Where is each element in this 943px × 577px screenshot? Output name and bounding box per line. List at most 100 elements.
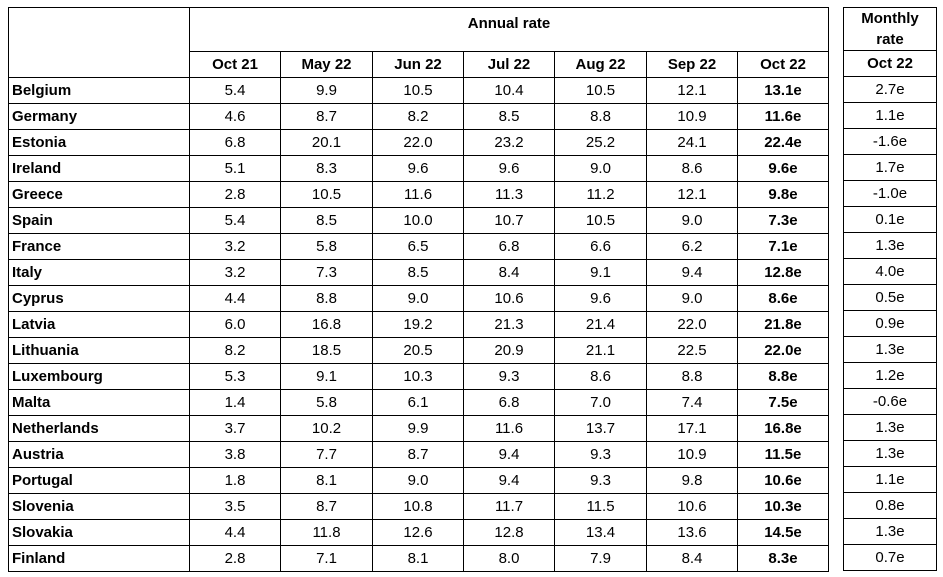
table-row: Slovakia 4.4 11.8 12.6 12.8 13.4 13.6 14.5e bbox=[8, 519, 829, 546]
annual-rate-cell: 12.8 bbox=[463, 519, 555, 546]
annual-rate-cell: 7.0 bbox=[554, 389, 647, 416]
table-row: Slovenia 3.5 8.7 10.8 11.7 11.5 10.6 10.3e bbox=[8, 493, 829, 520]
annual-rate-cell: 9.1 bbox=[280, 363, 373, 390]
annual-rate-cell: 22.5 bbox=[646, 337, 738, 364]
annual-rate-cell: 11.8 bbox=[280, 519, 373, 546]
annual-rate-cell: 10.3e bbox=[737, 493, 829, 520]
annual-rate-cell: 20.1 bbox=[280, 129, 373, 156]
country-name: Austria bbox=[8, 441, 190, 468]
monthly-rate-cell: 1.3e bbox=[843, 336, 937, 363]
monthly-month-header: Oct 22 bbox=[843, 50, 937, 77]
annual-rate-cell: 17.1 bbox=[646, 415, 738, 442]
annual-rate-cell: 20.9 bbox=[463, 337, 555, 364]
annual-rate-body: Belgium 5.4 9.9 10.5 10.4 10.5 12.1 13.1e German… bbox=[8, 77, 829, 572]
table-row: 1.1e bbox=[843, 466, 937, 493]
annual-rate-cell: 7.5e bbox=[737, 389, 829, 416]
annual-rate-cell: 5.1 bbox=[189, 155, 281, 182]
annual-rate-cell: 8.8 bbox=[554, 103, 647, 130]
monthly-rate-cell: 0.9e bbox=[843, 310, 937, 337]
annual-rate-cell: 6.8 bbox=[189, 129, 281, 156]
monthly-rate-cell: 4.0e bbox=[843, 258, 937, 285]
month-header: Jun 22 bbox=[372, 51, 464, 78]
annual-rate-cell: 21.4 bbox=[554, 311, 647, 338]
table-row: 1.2e bbox=[843, 362, 937, 389]
monthly-rate-cell: -1.6e bbox=[843, 128, 937, 155]
monthly-rate-header-line2: rate bbox=[876, 31, 904, 48]
annual-rate-cell: 7.1 bbox=[280, 545, 373, 572]
annual-rate-cell: 12.6 bbox=[372, 519, 464, 546]
country-name: Luxembourg bbox=[8, 363, 190, 390]
annual-rate-cell: 22.4e bbox=[737, 129, 829, 156]
annual-rate-cell: 5.8 bbox=[280, 389, 373, 416]
table-row: Latvia 6.0 16.8 19.2 21.3 21.4 22.0 21.8e bbox=[8, 311, 829, 338]
country-name: Cyprus bbox=[8, 285, 190, 312]
monthly-rate-cell: 1.2e bbox=[843, 362, 937, 389]
annual-rate-cell: 8.6 bbox=[646, 155, 738, 182]
monthly-rate-cell: 0.1e bbox=[843, 206, 937, 233]
annual-rate-cell: 7.7 bbox=[280, 441, 373, 468]
annual-rate-cell: 7.4 bbox=[646, 389, 738, 416]
country-name: Spain bbox=[8, 207, 190, 234]
annual-rate-cell: 12.8e bbox=[737, 259, 829, 286]
country-name: Finland bbox=[8, 545, 190, 572]
annual-rate-cell: 10.3 bbox=[372, 363, 464, 390]
table-row: Portugal 1.8 8.1 9.0 9.4 9.3 9.8 10.6e bbox=[8, 467, 829, 494]
monthly-rate-cell: 1.3e bbox=[843, 414, 937, 441]
table-row: Greece 2.8 10.5 11.6 11.3 11.2 12.1 9.8e bbox=[8, 181, 829, 208]
annual-rate-cell: 10.4 bbox=[463, 77, 555, 104]
table-row: 0.5e bbox=[843, 284, 937, 311]
annual-rate-cell: 9.6 bbox=[554, 285, 647, 312]
month-header-row: Oct 21 May 22 Jun 22 Jul 22 Aug 22 Sep 22 Oct … bbox=[9, 51, 829, 78]
monthly-rate-table: Monthly rate Oct 22 2.7e 1.1e -1.6e 1.7e -1.… bbox=[843, 7, 937, 571]
country-name: Latvia bbox=[8, 311, 190, 338]
annual-rate-cell: 22.0 bbox=[646, 311, 738, 338]
annual-rate-cell: 8.3e bbox=[737, 545, 829, 572]
annual-rate-cell: 9.4 bbox=[646, 259, 738, 286]
table-row: 4.0e bbox=[843, 258, 937, 285]
monthly-rate-cell: 1.1e bbox=[843, 102, 937, 129]
month-header: Oct 21 bbox=[189, 51, 281, 78]
table-row: Lithuania 8.2 18.5 20.5 20.9 21.1 22.5 22.0e bbox=[8, 337, 829, 364]
country-name: Germany bbox=[8, 103, 190, 130]
annual-rate-cell: 9.0 bbox=[646, 285, 738, 312]
annual-rate-cell: 3.2 bbox=[189, 233, 281, 260]
month-header: Jul 22 bbox=[463, 51, 555, 78]
annual-rate-cell: 4.4 bbox=[189, 285, 281, 312]
annual-rate-cell: 9.8 bbox=[646, 467, 738, 494]
table-row: 2.7e bbox=[843, 76, 937, 103]
annual-rate-cell: 3.2 bbox=[189, 259, 281, 286]
annual-rate-cell: 8.5 bbox=[372, 259, 464, 286]
annual-rate-cell: 9.1 bbox=[554, 259, 647, 286]
monthly-rate-header: Monthly rate bbox=[843, 7, 937, 51]
annual-rate-cell: 8.4 bbox=[646, 545, 738, 572]
annual-rate-cell: 8.7 bbox=[280, 103, 373, 130]
monthly-rate-cell: 1.1e bbox=[843, 466, 937, 493]
annual-rate-cell: 11.3 bbox=[463, 181, 555, 208]
table-row: 1.3e bbox=[843, 440, 937, 467]
annual-rate-cell: 9.0 bbox=[372, 285, 464, 312]
annual-rate-cell: 10.5 bbox=[280, 181, 373, 208]
annual-rate-cell: 11.5 bbox=[554, 493, 647, 520]
annual-rate-cell: 3.8 bbox=[189, 441, 281, 468]
annual-rate-cell: 6.2 bbox=[646, 233, 738, 260]
annual-rate-cell: 3.5 bbox=[189, 493, 281, 520]
annual-rate-cell: 9.3 bbox=[554, 441, 647, 468]
country-name: Ireland bbox=[8, 155, 190, 182]
country-name: Slovakia bbox=[8, 519, 190, 546]
annual-rate-cell: 8.2 bbox=[189, 337, 281, 364]
annual-rate-header: Annual rate bbox=[189, 7, 829, 52]
annual-rate-cell: 9.9 bbox=[372, 415, 464, 442]
annual-rate-cell: 10.5 bbox=[372, 77, 464, 104]
annual-rate-cell: 13.7 bbox=[554, 415, 647, 442]
annual-rate-cell: 8.5 bbox=[463, 103, 555, 130]
annual-rate-cell: 21.3 bbox=[463, 311, 555, 338]
annual-rate-cell: 20.5 bbox=[372, 337, 464, 364]
annual-rate-cell: 8.1 bbox=[372, 545, 464, 572]
annual-rate-cell: 9.3 bbox=[554, 467, 647, 494]
annual-rate-cell: 4.6 bbox=[189, 103, 281, 130]
monthly-rate-cell: 1.3e bbox=[843, 440, 937, 467]
annual-rate-cell: 6.0 bbox=[189, 311, 281, 338]
table-row: Finland 2.8 7.1 8.1 8.0 7.9 8.4 8.3e bbox=[8, 545, 829, 572]
table-row: Austria 3.8 7.7 8.7 9.4 9.3 10.9 11.5e bbox=[8, 441, 829, 468]
annual-rate-cell: 13.4 bbox=[554, 519, 647, 546]
